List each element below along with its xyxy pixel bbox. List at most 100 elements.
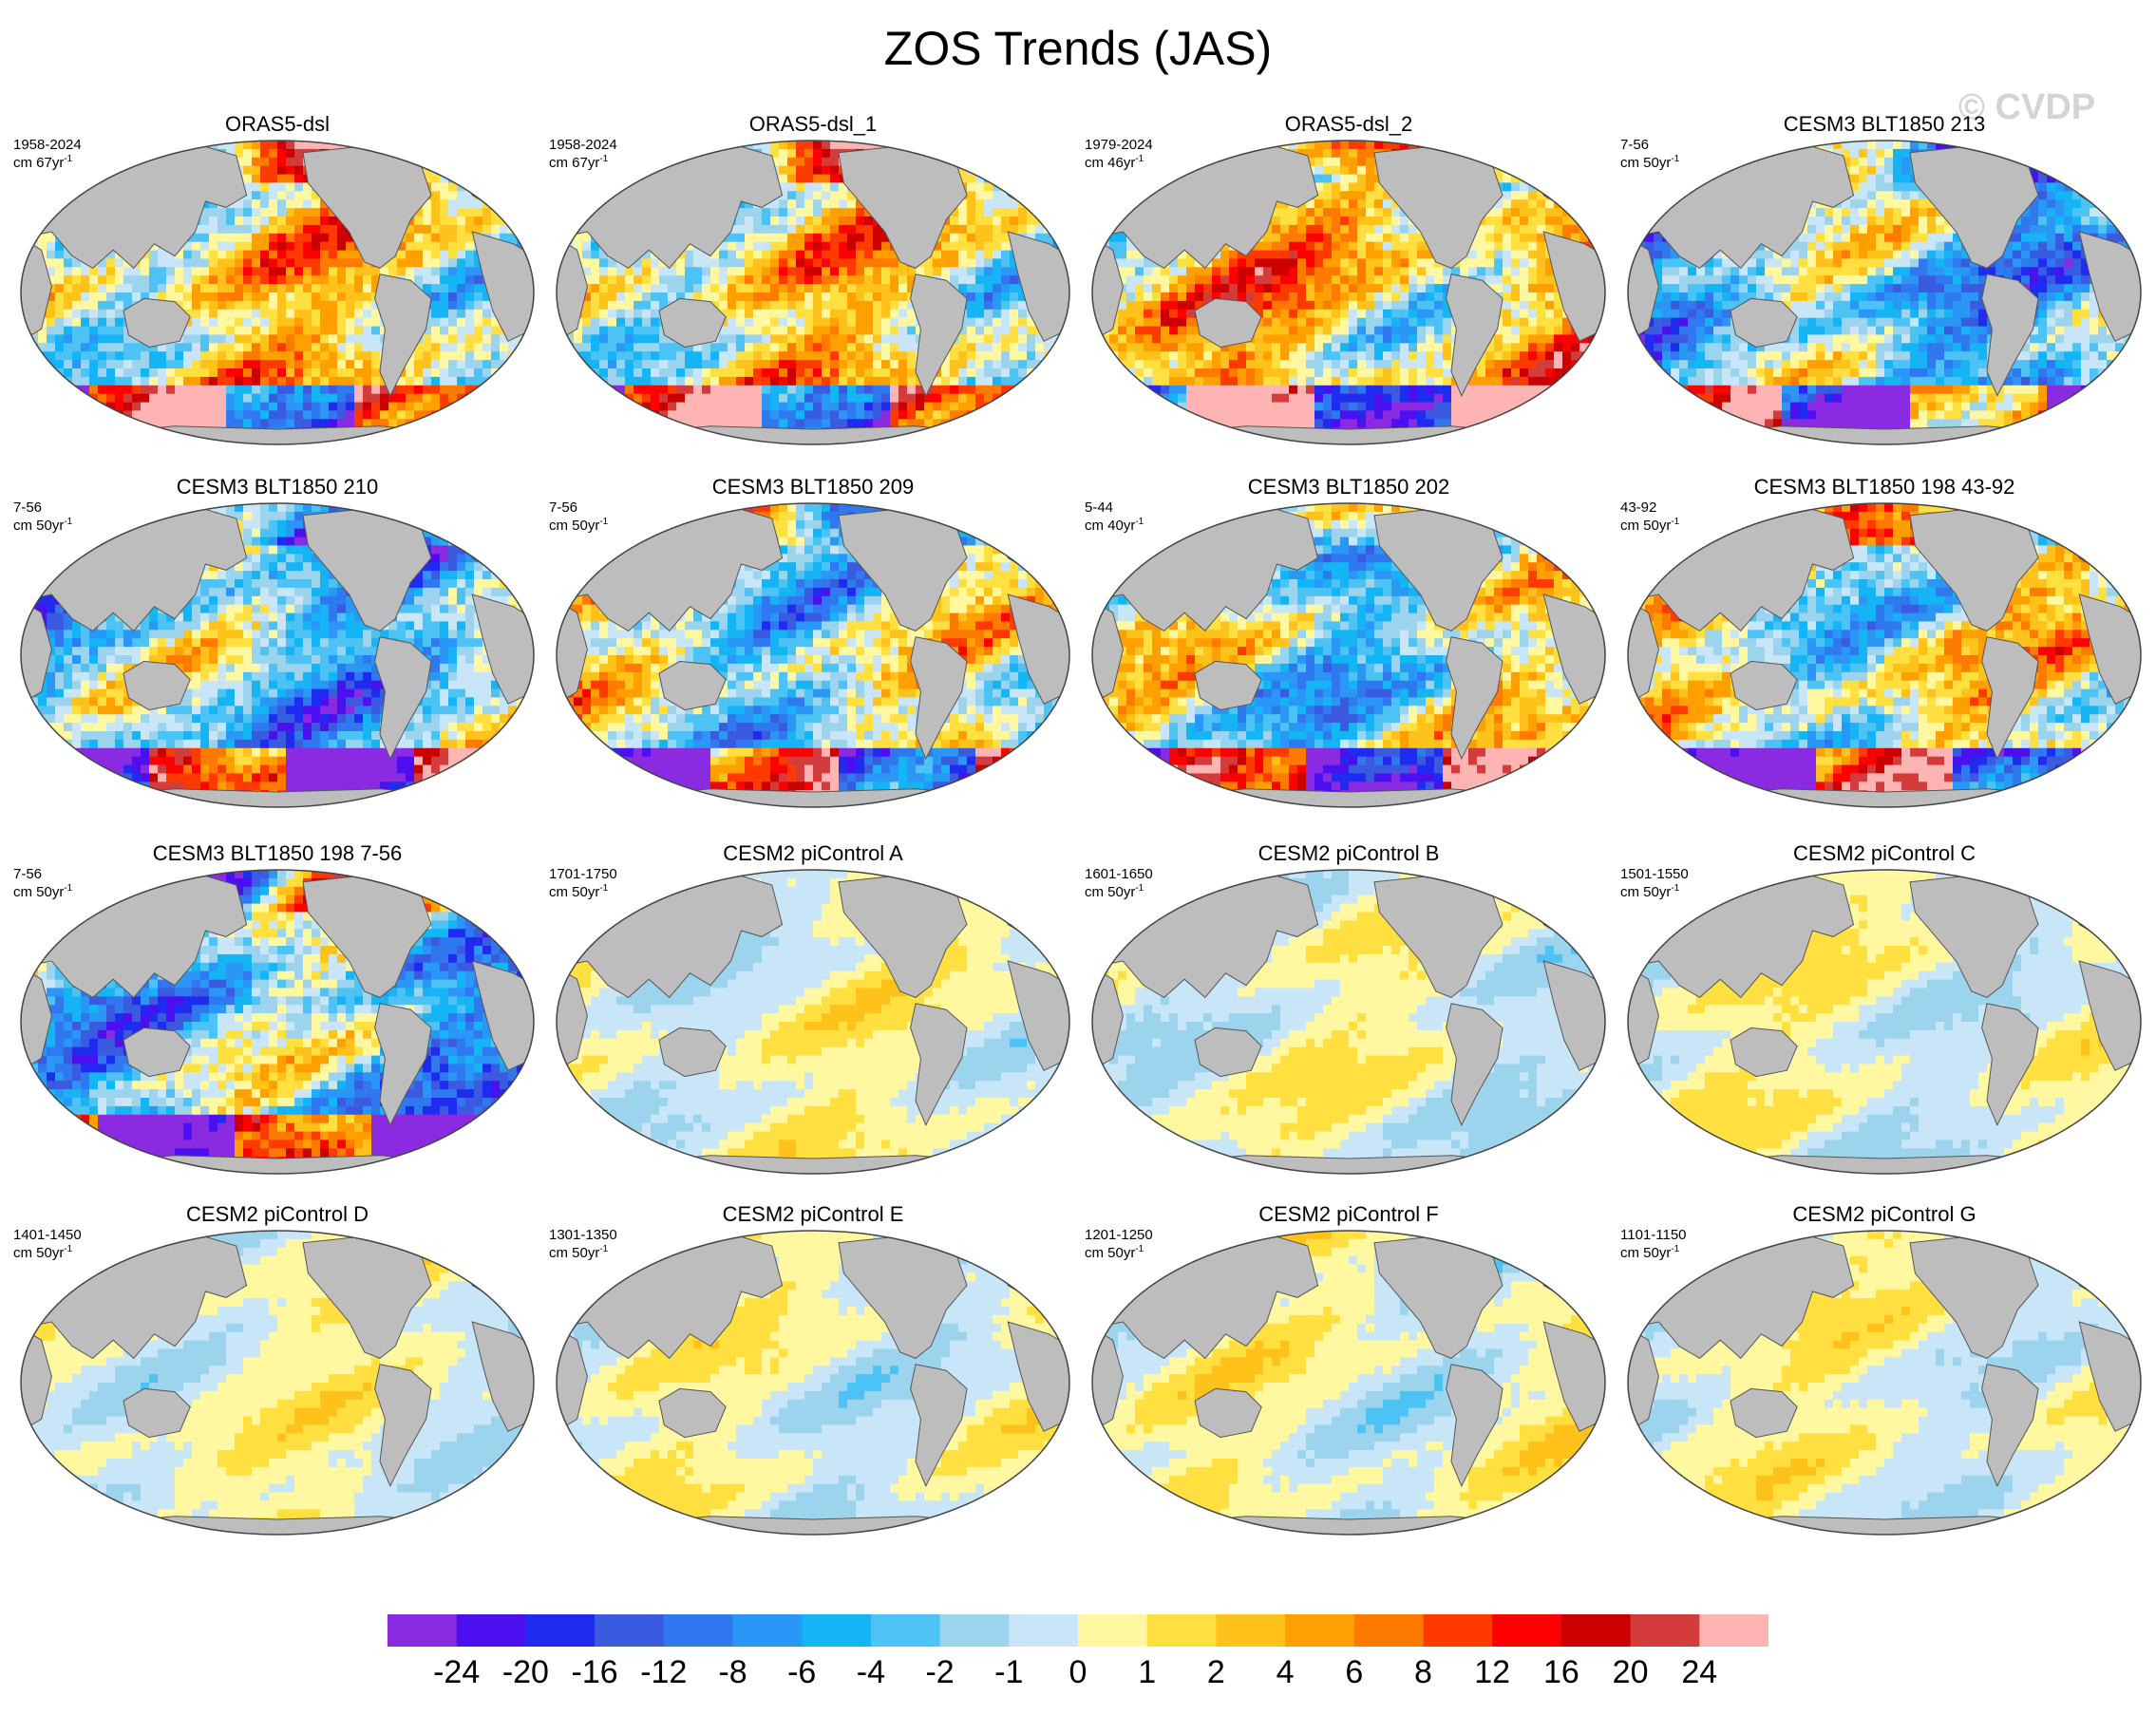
map-plot [1091,869,1606,1175]
land-mass [1143,425,1555,444]
map-outline [1091,140,1606,445]
land-mass [658,1387,727,1439]
land-mass [658,297,727,349]
map-outline [1627,1230,2142,1536]
units-exponent: -1 [1671,1244,1679,1254]
colorbar-box [388,1614,458,1647]
colorbar-box [1423,1614,1493,1647]
panel-units-text: cm 50yr [13,884,64,900]
map-plot [1091,140,1606,445]
land-mass [1143,1516,1555,1535]
land-mass [374,1364,432,1487]
panel-units-text: cm 50yr [549,518,599,534]
land-mass [374,636,432,760]
map-plot [1627,140,2142,445]
panel-units-text: cm 50yr [1620,884,1671,900]
colorbar-box [732,1614,803,1647]
panel-period: 1601-1650 [1085,866,1153,882]
land-mass [374,273,432,397]
watermark: © CVDP [1958,87,2095,128]
land-mass [1446,273,1504,397]
map-outline [1091,869,1606,1175]
panel-period: 7-56 [1620,137,1649,153]
map-plot [556,1230,1070,1536]
land-mass [607,1155,1019,1174]
land-mass [1628,1327,1659,1433]
land-mass [1730,660,1798,711]
colorbar-tick-label: 12 [1458,1654,1526,1691]
map-plot [1091,1230,1606,1536]
panel-title: CESM2 piControl G [1618,1202,2150,1227]
panel-period: 1101-1150 [1620,1227,1687,1243]
ssh-trend-field [1092,503,1605,807]
land-mass [1628,966,1659,1072]
land-mass [1143,788,1555,807]
land-mass [471,960,534,1071]
map-panel: CESM3 BLT1850 198 7-56 7-56 cm 50yr-1 [11,841,543,1204]
land-mass [1542,960,1605,1071]
panel-period: 1701-1750 [549,866,617,882]
land-mass [1730,1387,1798,1439]
land-mass [71,1516,483,1535]
ssh-trend-field [21,870,534,1174]
panel-title: CESM2 piControl E [547,1202,1079,1227]
units-exponent: -1 [1135,883,1144,894]
colorbar-box [1216,1614,1286,1647]
colorbar-box [1630,1614,1700,1647]
colorbar-box [870,1614,941,1647]
map-panel: CESM3 BLT1850 213 7-56 cm 50yr-1 [1618,112,2150,475]
land-mass [123,660,191,711]
panel-title: CESM3 BLT1850 202 [1083,475,1615,499]
map-outline [1627,869,2142,1175]
panel-period: 1201-1250 [1085,1227,1153,1243]
land-mass [1678,425,2090,444]
colorbar-tick-label: -20 [491,1654,559,1691]
panel-title: ORAS5-dsl_2 [1083,112,1615,137]
land-mass [1730,297,1798,349]
panel-title: ORAS5-dsl_1 [547,112,1079,137]
ssh-trend-field [557,503,1069,807]
map-panel: ORAS5-dsl 1958-2024 cm 67yr-1 [11,112,543,475]
panel-title: CESM3 BLT1850 210 [11,475,543,499]
panel-period: 7-56 [549,499,577,516]
panel-period: 7-56 [13,866,42,882]
panel-units: cm 46yr-1 [1085,154,1144,171]
land-mass [21,599,52,706]
units-exponent: -1 [64,517,72,527]
panel-units: cm 50yr-1 [13,517,72,534]
colorbar-tick-label: -1 [974,1654,1043,1691]
land-mass [1143,1155,1555,1174]
units-exponent: -1 [599,1244,608,1254]
colorbar-box [1078,1614,1148,1647]
land-mass [1092,1327,1124,1433]
map-plot [20,502,535,808]
land-mass [910,1003,968,1126]
colorbar-tick-label: 1 [1113,1654,1182,1691]
land-mass [1194,297,1262,349]
units-exponent: -1 [1671,883,1679,894]
colorbar-tick-label: -12 [630,1654,698,1691]
land-mass [910,273,968,397]
ssh-trend-field [557,870,1069,1174]
land-mass [1194,1027,1262,1078]
colorbar-tick-label: -8 [699,1654,767,1691]
ssh-trend-field [1628,141,2141,444]
panel-units-text: cm 50yr [1620,1245,1671,1261]
panel-units: cm 67yr-1 [13,154,72,171]
map-panel: CESM2 piControl A 1701-1750 cm 50yr-1 [547,841,1079,1204]
map-panel: CESM2 piControl F 1201-1250 cm 50yr-1 [1083,1202,1615,1565]
land-mass [71,788,483,807]
land-mass [2078,960,2141,1071]
panel-period: 43-92 [1620,499,1656,516]
map-panel: CESM3 BLT1850 210 7-56 cm 50yr-1 [11,475,543,838]
colorbar-tick-label: 16 [1527,1654,1596,1691]
map-outline [20,502,535,808]
land-mass [607,788,1019,807]
colorbar-tick-label: 24 [1665,1654,1733,1691]
map-outline [556,1230,1070,1536]
ssh-trend-field [557,141,1069,444]
land-mass [658,1027,727,1078]
colorbar-box [595,1614,665,1647]
land-mass [374,1003,432,1126]
